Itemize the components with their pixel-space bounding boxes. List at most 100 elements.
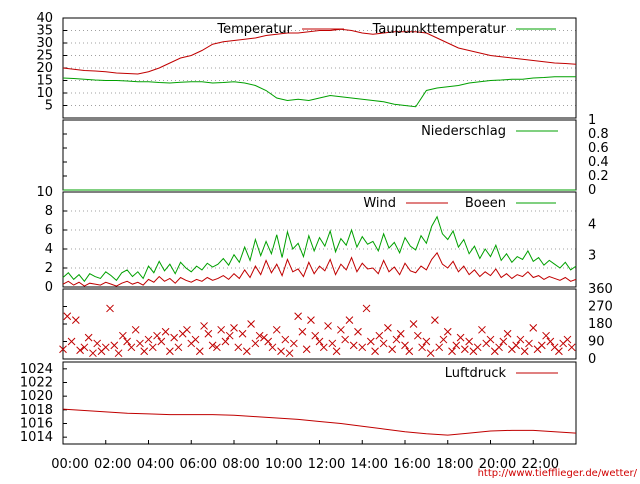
wind-direction-point	[448, 347, 456, 356]
wind_direction-y-tick-label-4: 360	[588, 282, 613, 297]
wind-y-tick-label-2: 4	[45, 242, 53, 257]
wind-direction-point	[328, 339, 337, 348]
wind-direction-point	[195, 347, 204, 356]
x-tick-label-4: 08:00	[222, 457, 259, 472]
temperature-legend-label-0: Temperatur	[216, 22, 292, 37]
x-tick-label-3: 06:00	[180, 457, 217, 472]
x-tick-label-1: 02:00	[94, 457, 131, 472]
temperature-y-tick-label-1: 10	[36, 86, 53, 101]
wind-direction-point	[294, 312, 302, 321]
temperature-series-0-line	[62, 28, 577, 75]
wind-direction-point	[337, 325, 345, 334]
wind-plot-frame	[62, 191, 577, 288]
wind-direction-point	[71, 316, 80, 324]
temperature-y-tick-label-4: 25	[36, 49, 53, 64]
wind-direction-point	[123, 337, 131, 346]
pressure-y-tick-label-3: 1020	[20, 389, 53, 404]
wind-direction-point	[563, 335, 572, 344]
wind-direction-point	[144, 335, 153, 344]
temperature-series-1-line	[62, 76, 576, 108]
x-tick-label-5: 10:00	[265, 457, 302, 472]
wind-direction-point	[392, 335, 401, 344]
wind-direction-point	[140, 347, 149, 356]
wind-direction-point	[401, 341, 409, 350]
wind-series-1-line	[62, 215, 577, 283]
wind-direction-point	[67, 337, 76, 346]
x-tick-label-0: 00:00	[51, 457, 88, 472]
wind-y-tick-label-4: 8	[45, 204, 53, 219]
source-url-text: http://www.tiefflieger.de/wetter/	[478, 468, 638, 479]
precipitation-legend-label-0: Niederschlag	[421, 124, 506, 139]
wind-direction-point	[546, 337, 555, 346]
wind-direction-point	[242, 347, 251, 356]
wind-direction-point	[200, 322, 208, 330]
temperature-y-tick-label-7: 40	[36, 11, 53, 26]
wind-direction-point	[315, 337, 324, 346]
wind-direction-point	[289, 339, 298, 348]
wind-direction-point	[131, 325, 140, 334]
wind-direction-point	[371, 347, 379, 356]
wind-direction-point	[358, 343, 367, 352]
wind_direction-y-tick-label-1: 90	[588, 335, 605, 350]
x-tick-label-8: 16:00	[393, 457, 430, 472]
wind-direction-point	[388, 345, 397, 354]
wind-direction-point	[106, 304, 114, 313]
wind-direction-point	[230, 324, 238, 332]
wind-direction-point	[204, 329, 213, 338]
wind-y-tick-label-5: 10	[36, 185, 53, 200]
wind-direction-point	[473, 343, 482, 352]
wind-direction-point	[384, 324, 392, 332]
wind-direction-point	[93, 339, 102, 348]
wind-direction-point	[118, 331, 127, 340]
pressure-legend-label-0: Luftdruck	[445, 366, 507, 381]
wind-direction-point	[251, 339, 260, 348]
wind-direction-point	[217, 325, 226, 334]
wind-direction-point	[409, 320, 418, 328]
wind-direction-point	[298, 327, 307, 336]
wind-direction-point	[525, 339, 533, 348]
wind-y-tick-label-1: 2	[45, 261, 53, 276]
temperature-y-tick-label-3: 20	[36, 61, 53, 76]
wind-direction-point	[349, 341, 358, 350]
wind-direction-point	[354, 327, 362, 336]
wind-direction-point	[225, 331, 234, 340]
wind-direction-point	[148, 343, 157, 352]
wind-direction-point	[456, 333, 465, 342]
wind-direction-point	[555, 347, 563, 356]
wind_direction-y-tick-label-3: 270	[588, 300, 613, 315]
wind-direction-point	[281, 335, 290, 344]
wind-direction-point	[503, 329, 512, 338]
temperature-legend-label-1: Taupunkttemperatur	[372, 22, 507, 37]
x-tick-label-11: 22:00	[522, 457, 559, 472]
wind-direction-point	[495, 343, 503, 352]
x-tick-label-7: 14:00	[351, 457, 388, 472]
wind-direction-point	[319, 343, 328, 352]
wind-direction-point	[234, 343, 243, 352]
wind-direction-point	[413, 331, 422, 340]
wind-direction-point	[264, 337, 273, 346]
wind-direction-point	[302, 345, 311, 354]
wind-direction-point	[431, 316, 439, 324]
wind-direction-point	[345, 316, 354, 324]
wind-series-0-line	[62, 251, 577, 287]
wind-direction-point	[272, 325, 281, 334]
wind-direction-point	[362, 304, 371, 313]
wind-direction-point	[89, 349, 97, 358]
wind-direction-point	[478, 325, 486, 334]
wind-direction-point	[324, 322, 332, 330]
wind-direction-point	[208, 341, 217, 350]
pressure-y-tick-label-4: 1022	[20, 376, 53, 391]
x-tick-label-9: 18:00	[436, 457, 473, 472]
wind_direction-plot-frame	[62, 288, 577, 360]
precipitation-y-tick-label-3: 0.6	[588, 141, 609, 156]
wind_direction-y-tick-label-0: 0	[588, 352, 596, 367]
wind-direction-point	[255, 331, 264, 340]
wind-right-label-0: 3	[588, 249, 596, 264]
wind-direction-point	[396, 329, 405, 338]
wind-direction-point	[170, 333, 179, 342]
wind-direction-point	[567, 343, 576, 352]
wind-direction-point	[127, 343, 136, 352]
wind-direction-point	[238, 329, 247, 338]
wind-direction-point	[452, 341, 461, 350]
wind-direction-point	[443, 327, 452, 336]
